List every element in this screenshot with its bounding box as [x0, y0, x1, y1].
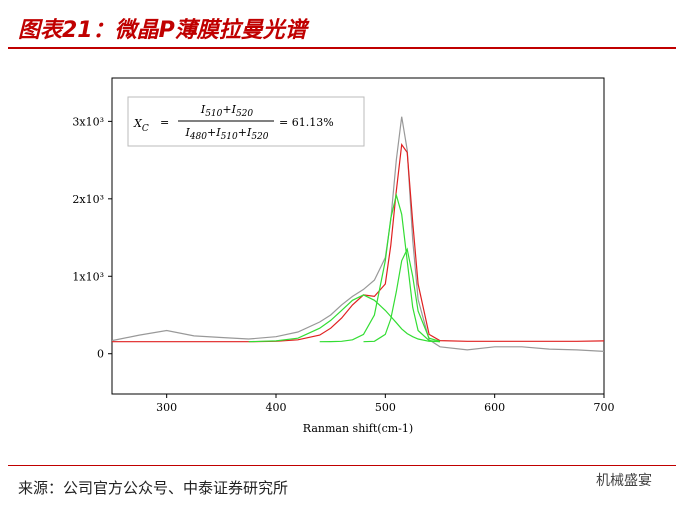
x-axis-label: Ranman shift(cm-1) [303, 422, 413, 435]
formula-numerator: I510+I520 [200, 103, 254, 119]
formula-part: I [184, 126, 190, 139]
title-rule [8, 47, 676, 49]
series-line [111, 116, 605, 352]
series-line [363, 247, 441, 343]
x-tick-label: 700 [594, 401, 615, 414]
formula-equals: = [160, 116, 169, 129]
formula-part: 510 [205, 109, 222, 119]
y-tick-label: 1x10³ [72, 270, 104, 283]
formula-part: 520 [236, 109, 253, 119]
x-tick-label: 600 [484, 401, 505, 414]
formula-part: X [133, 117, 143, 130]
watermark: 机械盛宴 [596, 473, 652, 489]
y-tick-label: 2x10³ [72, 193, 104, 206]
formula-denominator: I480+I510+I520 [184, 126, 268, 142]
chart: 0 1x10³ 2x10³ 3x10³ 300 400 500 600 700 Ranman sh… [72, 77, 615, 435]
plot-frame [111, 77, 605, 395]
formula-part: 510 [221, 132, 238, 142]
formula-part: 520 [251, 132, 268, 142]
x-tick-label: 300 [156, 401, 177, 414]
x-tick-label: 400 [266, 401, 287, 414]
title: 图表21：微晶P薄膜拉曼光谱 [18, 18, 307, 43]
series-line [112, 142, 605, 343]
formula-left: XC [133, 117, 149, 134]
source: 来源：公司官方公众号、中泰证券研究所 [18, 479, 289, 497]
formula-part: +I [207, 126, 221, 139]
series-line [248, 294, 441, 343]
formula-part: 480 [189, 132, 207, 142]
formula-part: C [142, 124, 149, 134]
formula-part: I [200, 103, 206, 116]
x-tick-label: 500 [375, 401, 396, 414]
formula-result: = 61.13% [279, 116, 334, 129]
y-tick-label: 3x10³ [72, 115, 104, 128]
formula-part: +I [222, 103, 236, 116]
series-line [319, 192, 441, 343]
formula-part: +I [238, 126, 252, 139]
footer-rule [8, 465, 676, 466]
y-tick-label: 0 [97, 348, 104, 361]
